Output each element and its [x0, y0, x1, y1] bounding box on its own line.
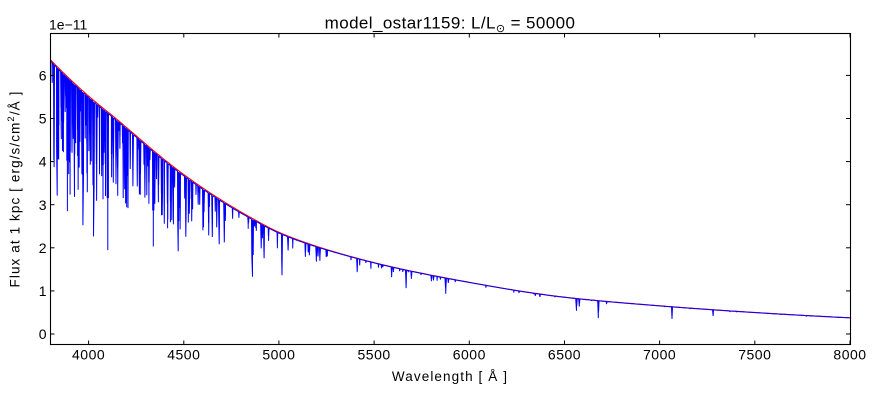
svg-text:6: 6	[39, 68, 47, 84]
svg-text:5: 5	[39, 111, 47, 127]
svg-text:6500: 6500	[548, 346, 581, 362]
svg-text:Wavelength [ Å ]: Wavelength [ Å ]	[392, 369, 508, 384]
svg-text:2: 2	[39, 240, 47, 256]
svg-text:8000: 8000	[833, 346, 866, 362]
svg-text:5000: 5000	[262, 346, 295, 362]
svg-text:7500: 7500	[738, 346, 771, 362]
svg-text:4500: 4500	[167, 346, 200, 362]
svg-text:1: 1	[39, 283, 47, 299]
svg-text:5500: 5500	[358, 346, 391, 362]
svg-text:4000: 4000	[72, 346, 105, 362]
svg-text:3: 3	[39, 197, 47, 213]
svg-text:0: 0	[39, 326, 47, 342]
svg-text:model_ostar1159: L/L⊙ = 50000: model_ostar1159: L/L⊙ = 50000	[325, 14, 576, 36]
svg-text:4: 4	[39, 154, 47, 170]
svg-text:Flux at 1 kpc [ erg/s/cm2/Å ]: Flux at 1 kpc [ erg/s/cm2/Å ]	[6, 90, 23, 287]
svg-text:7000: 7000	[643, 346, 676, 362]
svg-text:1e−11: 1e−11	[49, 17, 87, 33]
svg-text:6000: 6000	[453, 346, 486, 362]
